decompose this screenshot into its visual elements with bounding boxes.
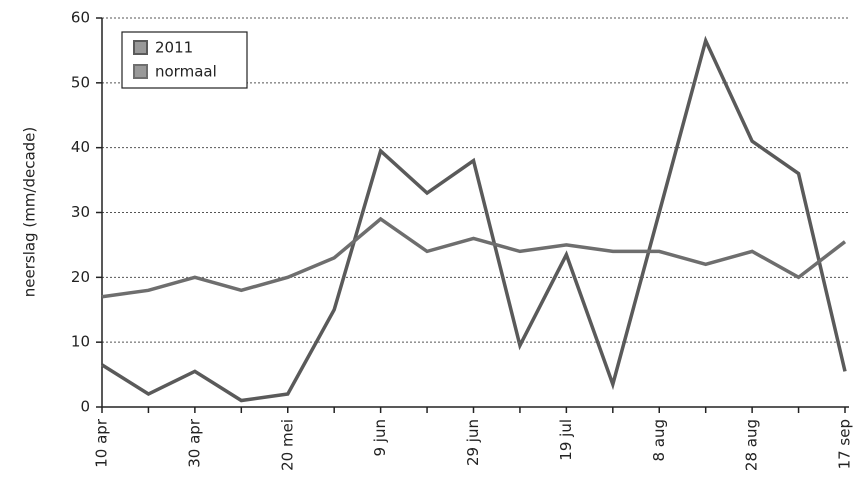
y-tick-label: 30 bbox=[71, 203, 90, 221]
x-tick-label: 20 mei bbox=[278, 419, 296, 471]
x-tick-label: 30 apr bbox=[185, 418, 203, 468]
x-tick-label: 28 aug bbox=[743, 419, 761, 471]
y-tick-label: 50 bbox=[71, 73, 90, 91]
y-tick-label: 20 bbox=[71, 268, 90, 286]
legend-swatch bbox=[133, 40, 148, 55]
legend-swatch bbox=[133, 64, 148, 79]
x-tick-label: 17 sep bbox=[836, 419, 854, 469]
y-tick-label: 60 bbox=[71, 9, 90, 27]
legend-label: 2011 bbox=[155, 39, 193, 57]
y-tick-label: 10 bbox=[71, 333, 90, 351]
x-tick-label: 29 jun bbox=[464, 419, 482, 466]
x-tick-label: 19 jul bbox=[557, 419, 575, 461]
x-tick-label: 9 jun bbox=[371, 419, 389, 457]
series-line bbox=[101, 216, 847, 299]
y-tick-label: 40 bbox=[71, 138, 90, 156]
series-line bbox=[101, 35, 847, 403]
x-tick-label: 8 aug bbox=[650, 419, 668, 462]
y-axis-label: neerslag (mm/decade) bbox=[21, 127, 39, 298]
y-tick-label: 0 bbox=[80, 398, 90, 416]
x-tick-label: 10 apr bbox=[93, 418, 111, 468]
legend-label: normaal bbox=[155, 63, 217, 81]
